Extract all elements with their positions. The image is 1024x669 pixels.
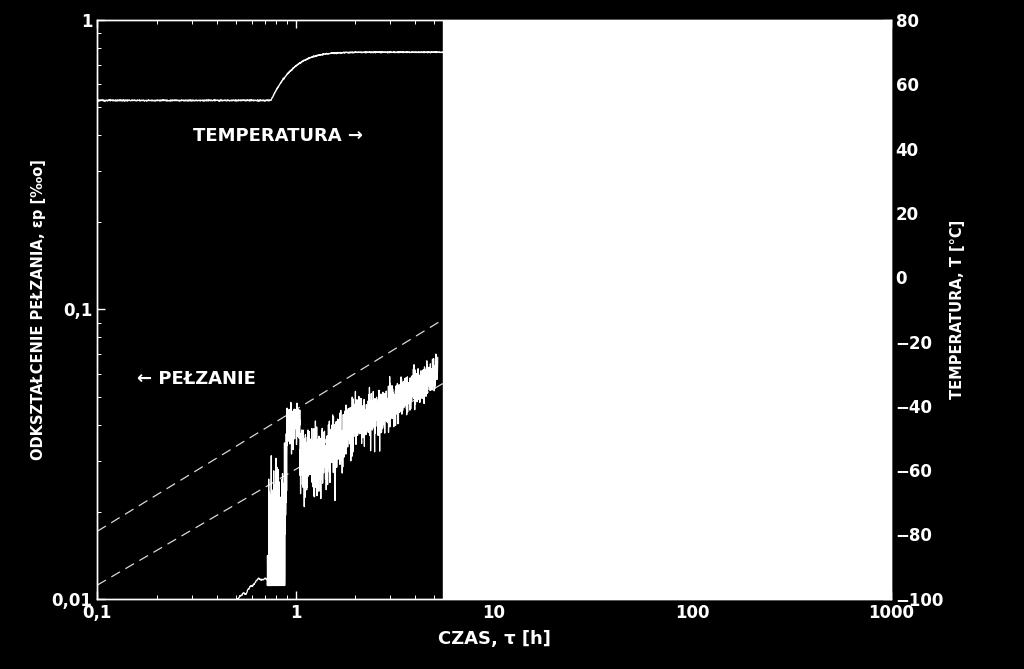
Y-axis label: TEMPERATURA, T [°C]: TEMPERATURA, T [°C]: [949, 220, 965, 399]
Text: ← PEŁZANIE: ← PEŁZANIE: [137, 370, 256, 388]
X-axis label: CZAS, τ [h]: CZAS, τ [h]: [437, 630, 551, 648]
Y-axis label: ODKSZTAŁCENIE PEŁZANIA, εp [‰o]: ODKSZTAŁCENIE PEŁZANIA, εp [‰o]: [31, 159, 46, 460]
Text: 520N/55°C: 520N/55°C: [776, 206, 850, 233]
Text: TEMPERATURA →: TEMPERATURA →: [193, 127, 362, 145]
Text: 520N/70°C: 520N/70°C: [776, 147, 849, 177]
